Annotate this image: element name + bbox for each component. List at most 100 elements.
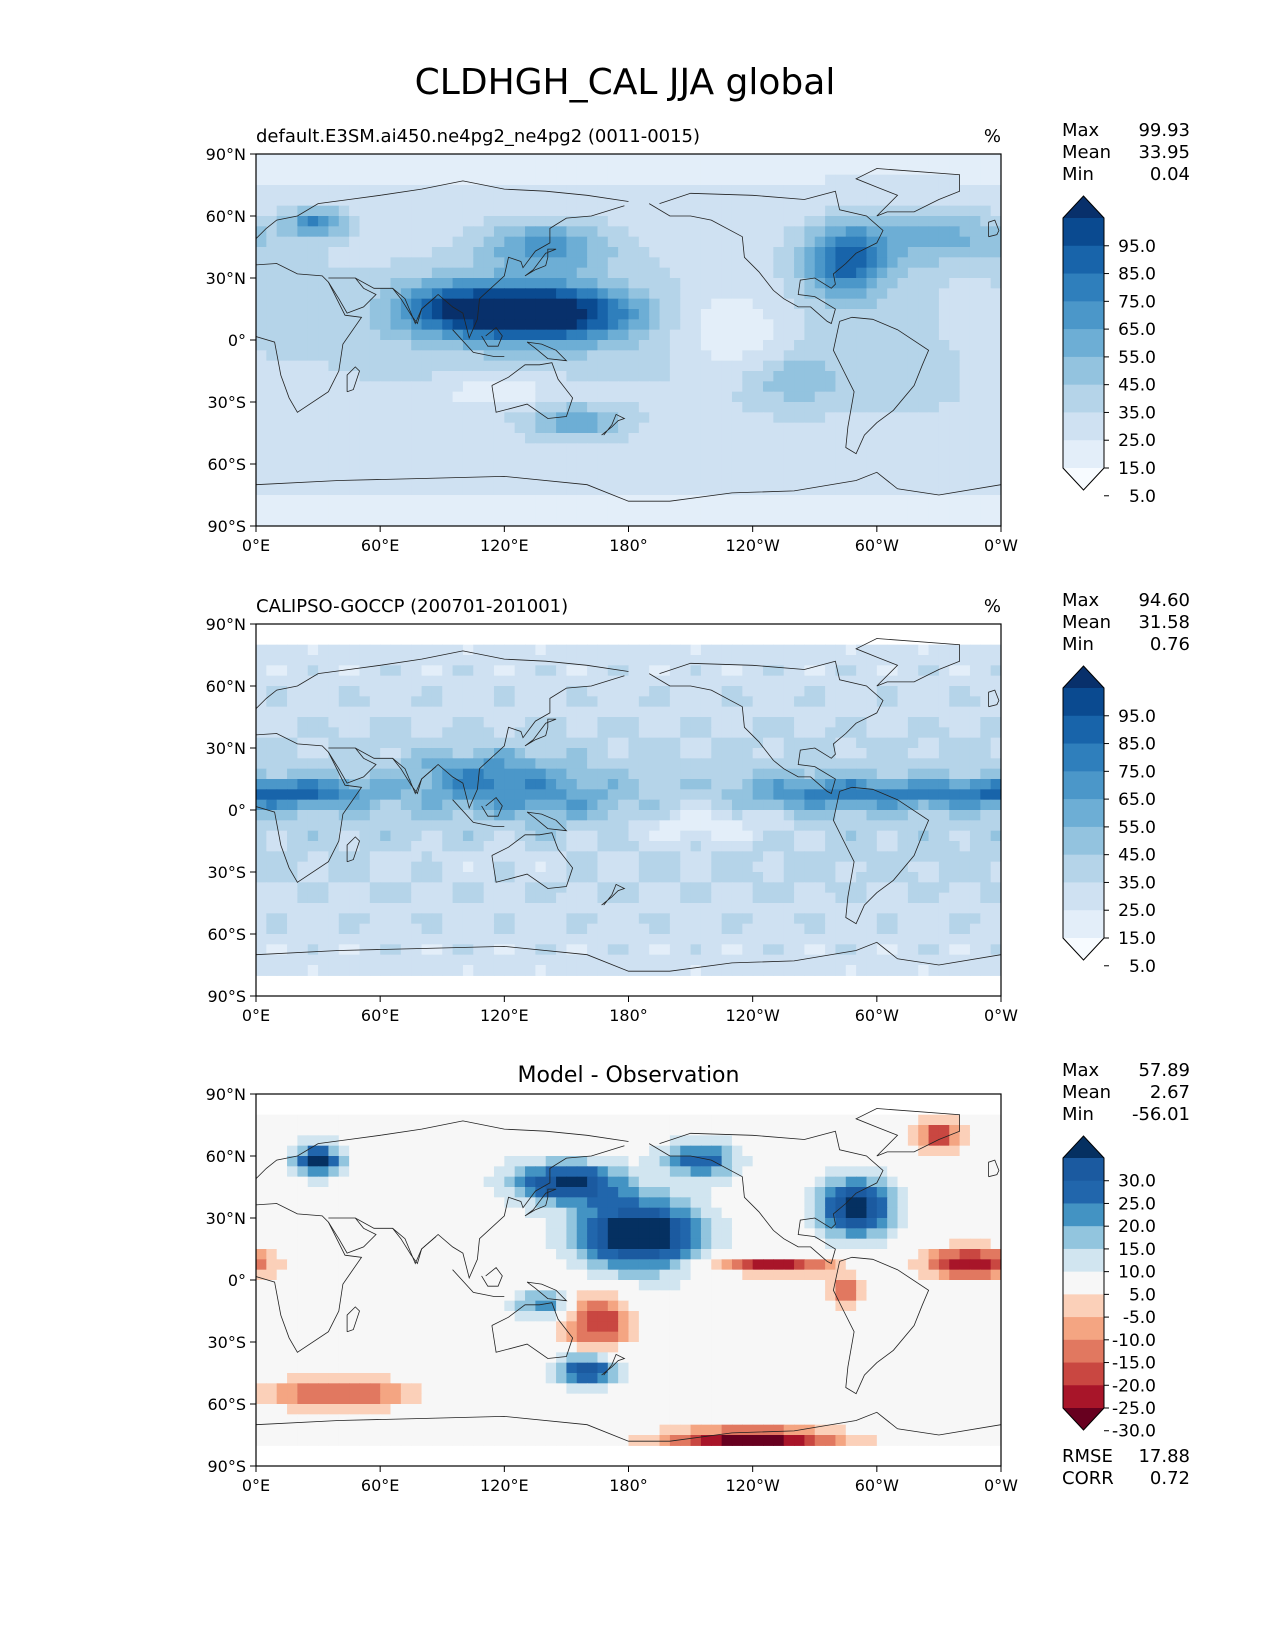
stat-value: 57.89 bbox=[1138, 1060, 1190, 1081]
stat-label: Max bbox=[1062, 590, 1100, 611]
lon-tick-label: 0°E bbox=[242, 1006, 270, 1025]
lat-tick-label: 60°S bbox=[207, 1395, 246, 1414]
lon-tick-label: 120°W bbox=[725, 1006, 780, 1025]
colorbar-label: 25.0 bbox=[1118, 901, 1156, 921]
colorbar-label: 75.0 bbox=[1118, 292, 1156, 312]
metric-label: CORR bbox=[1062, 1468, 1114, 1489]
coastlines bbox=[256, 638, 1001, 972]
lat-tick-label: 60°N bbox=[206, 1147, 246, 1166]
coastlines bbox=[256, 1108, 1001, 1442]
colorbar: 95.0 85.0 75.0 65.0 55.0 45.0 35.0 25.0 15.0 5.0 bbox=[1062, 665, 1156, 977]
lon-tick-label: 60°E bbox=[361, 1476, 399, 1495]
contour-field bbox=[256, 644, 1001, 976]
metric-value: 17.88 bbox=[1138, 1446, 1190, 1467]
lat-tick-label: 90°N bbox=[206, 1085, 246, 1104]
panel-difference: 90°N 60°N 30°N 0° 30°S 60°S 90°S0°E 60°E 120°E 18… bbox=[206, 1060, 1190, 1495]
panel-title: default.E3SM.ai450.ne4pg2_ne4pg2 (0011-0… bbox=[256, 126, 700, 147]
lat-tick-label: 30°N bbox=[206, 1209, 246, 1228]
lat-tick-label: 60°N bbox=[206, 677, 246, 696]
panel-units: % bbox=[984, 596, 1001, 617]
lon-tick-label: 0°W bbox=[984, 1476, 1018, 1495]
colorbar-label: 5.0 bbox=[1129, 1285, 1156, 1305]
lat-tick-label: 0° bbox=[228, 1271, 246, 1290]
stat-value: 2.67 bbox=[1150, 1082, 1190, 1103]
stat-label: Min bbox=[1062, 1104, 1094, 1125]
lat-tick-label: 0° bbox=[228, 801, 246, 820]
stat-value: 33.95 bbox=[1138, 142, 1190, 163]
colorbar-label: 95.0 bbox=[1118, 707, 1156, 727]
lon-tick-label: 60°W bbox=[855, 536, 899, 555]
lat-tick-label: 90°S bbox=[207, 1457, 246, 1476]
colorbar-label: 25.0 bbox=[1118, 431, 1156, 451]
lat-tick-label: 90°N bbox=[206, 145, 246, 164]
lon-tick-label: 60°E bbox=[361, 536, 399, 555]
lat-tick-label: 60°N bbox=[206, 207, 246, 226]
colorbar-label: 65.0 bbox=[1118, 790, 1156, 810]
colorbar-label: 85.0 bbox=[1118, 265, 1156, 285]
colorbar-label: 45.0 bbox=[1118, 846, 1156, 866]
stat-value: 0.76 bbox=[1150, 634, 1190, 655]
stat-label: Max bbox=[1062, 1060, 1100, 1081]
colorbar-label: 20.0 bbox=[1118, 1217, 1156, 1237]
colorbar-label: -20.0 bbox=[1112, 1376, 1156, 1396]
lat-tick-label: 30°N bbox=[206, 739, 246, 758]
colorbar-label: 15.0 bbox=[1118, 929, 1156, 949]
stat-value: 31.58 bbox=[1138, 612, 1190, 633]
colorbar-label: 35.0 bbox=[1118, 403, 1156, 423]
colorbar-label: 15.0 bbox=[1118, 459, 1156, 479]
colorbar-label: 95.0 bbox=[1118, 237, 1156, 257]
colorbar-label: 5.0 bbox=[1129, 957, 1156, 977]
metric-label: RMSE bbox=[1062, 1446, 1113, 1467]
lat-tick-label: 90°S bbox=[207, 517, 246, 536]
lat-tick-label: 30°S bbox=[207, 393, 246, 412]
lon-tick-label: 60°E bbox=[361, 1006, 399, 1025]
colorbar-label: 55.0 bbox=[1118, 348, 1156, 368]
lon-tick-label: 120°W bbox=[725, 1476, 780, 1495]
colorbar-label: 65.0 bbox=[1118, 320, 1156, 340]
panel-title: CALIPSO-GOCCP (200701-201001) bbox=[256, 596, 568, 617]
lon-tick-label: 120°W bbox=[725, 536, 780, 555]
stat-label: Max bbox=[1062, 120, 1100, 141]
lon-tick-label: 0°W bbox=[984, 536, 1018, 555]
lon-tick-label: 180° bbox=[609, 1476, 648, 1495]
figure-title: CLDHGH_CAL JJA global bbox=[415, 62, 836, 103]
colorbar-label: 45.0 bbox=[1118, 376, 1156, 396]
panel-title: Model - Observation bbox=[518, 1063, 740, 1088]
lat-tick-label: 60°S bbox=[207, 925, 246, 944]
panel-units: % bbox=[984, 126, 1001, 147]
stat-label: Mean bbox=[1062, 612, 1111, 633]
lon-tick-label: 60°W bbox=[855, 1476, 899, 1495]
contour-field bbox=[256, 1114, 1001, 1446]
colorbar-label: 85.0 bbox=[1118, 735, 1156, 755]
stat-label: Min bbox=[1062, 164, 1094, 185]
colorbar-label: 35.0 bbox=[1118, 873, 1156, 893]
colorbar-label: 5.0 bbox=[1129, 487, 1156, 507]
lon-tick-label: 180° bbox=[609, 1006, 648, 1025]
stat-value: 99.93 bbox=[1138, 120, 1190, 141]
lat-tick-label: 90°N bbox=[206, 615, 246, 634]
colorbar-label: -30.0 bbox=[1112, 1422, 1156, 1442]
colorbar-label: -25.0 bbox=[1112, 1399, 1156, 1419]
lon-tick-label: 180° bbox=[609, 536, 648, 555]
colorbar-label: 25.0 bbox=[1118, 1194, 1156, 1214]
colorbar-label: -5.0 bbox=[1123, 1308, 1156, 1328]
stat-label: Min bbox=[1062, 634, 1094, 655]
lon-tick-label: 60°W bbox=[855, 1006, 899, 1025]
stat-label: Mean bbox=[1062, 142, 1111, 163]
colorbar-label: 15.0 bbox=[1118, 1240, 1156, 1260]
lon-tick-label: 120°E bbox=[480, 1476, 529, 1495]
lon-tick-label: 0°W bbox=[984, 1006, 1018, 1025]
colorbar-label: 55.0 bbox=[1118, 818, 1156, 838]
lon-tick-label: 120°E bbox=[480, 1006, 529, 1025]
colorbar-label: -15.0 bbox=[1112, 1354, 1156, 1374]
metric-value: 0.72 bbox=[1150, 1468, 1190, 1489]
stat-label: Mean bbox=[1062, 1082, 1111, 1103]
stat-value: 0.04 bbox=[1150, 164, 1190, 185]
colorbar-label: 10.0 bbox=[1118, 1263, 1156, 1283]
panel-observation: 90°N 60°N 30°N 0° 30°S 60°S 90°S0°E 60°E 120°E 18… bbox=[206, 590, 1190, 1025]
lat-tick-label: 30°S bbox=[207, 1333, 246, 1352]
lat-tick-label: 30°N bbox=[206, 269, 246, 288]
coastlines bbox=[256, 168, 1001, 502]
colorbar-label: -10.0 bbox=[1112, 1331, 1156, 1351]
